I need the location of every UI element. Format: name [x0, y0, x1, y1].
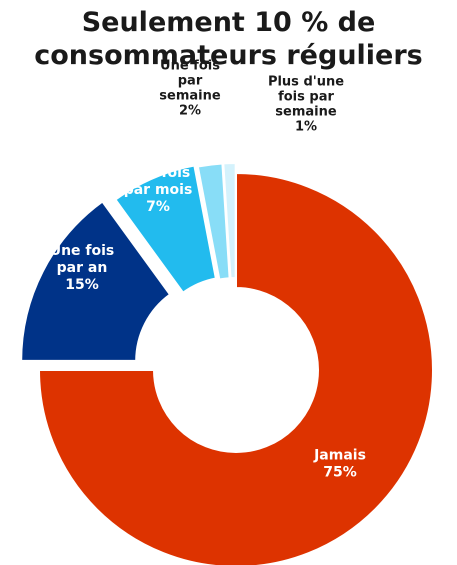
slice-label-line: par	[178, 74, 203, 89]
pie-slice-2	[114, 164, 218, 295]
pie-slice-1	[20, 200, 172, 362]
slice-label-2: Une fois par mois 7%	[124, 165, 193, 215]
pie-slice-0	[37, 171, 434, 565]
slice-label-line: 75%	[323, 465, 357, 481]
chart-title: Seulement 10 % de consommateurs régulier…	[0, 6, 457, 72]
slice-label-line: Une fois	[50, 243, 115, 259]
slice-label-line: Plus d'une	[268, 75, 344, 90]
chart-title-line-1: Seulement 10 % de	[81, 7, 376, 38]
slice-label-line: par mois	[124, 182, 193, 198]
slice-label-line: 1%	[295, 120, 317, 135]
slice-label-line: 15%	[65, 277, 99, 293]
slice-label-line: 2%	[179, 104, 201, 119]
slice-label-0: Jamais 75%	[313, 448, 366, 481]
slice-label-line: par an	[57, 260, 108, 276]
slice-label-line: semaine	[275, 105, 337, 120]
slice-label-line: semaine	[159, 89, 221, 104]
slice-label-4: Plus d'une fois par semaine 1%	[268, 75, 344, 135]
slice-label-line: Jamais	[313, 448, 366, 464]
slice-label-line: Une fois	[160, 59, 220, 74]
slice-label-line: Une fois	[126, 165, 191, 181]
chart-title-line-2: consommateurs réguliers	[34, 40, 423, 71]
slice-label-3: Une fois par semaine 2%	[159, 59, 221, 119]
slice-label-line: fois par	[278, 90, 334, 105]
slice-label-line: 7%	[146, 199, 170, 215]
slice-label-1: Une fois par an 15%	[50, 243, 115, 293]
pie-slice-4	[222, 162, 237, 280]
